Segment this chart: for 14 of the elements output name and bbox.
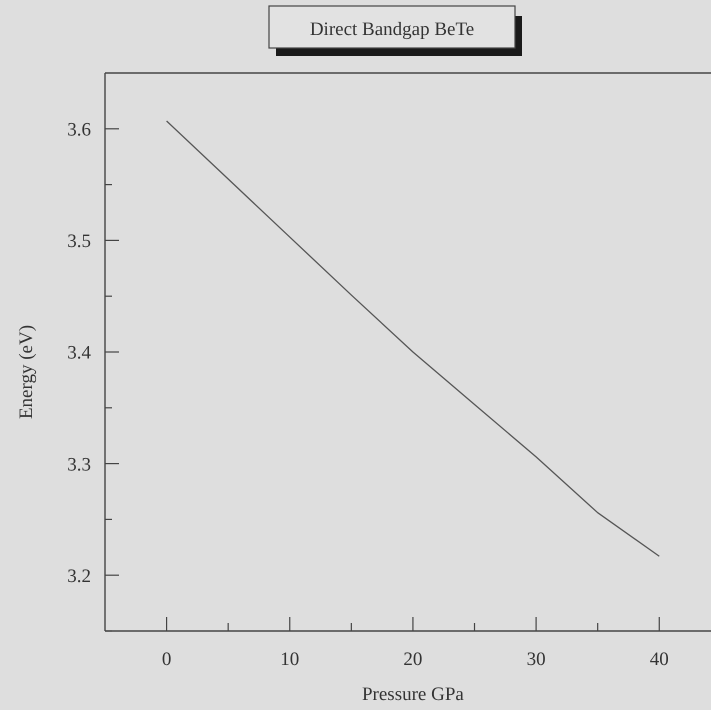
x-tick-label: 40 (650, 649, 669, 670)
y-tick-label: 3.6 (67, 119, 91, 140)
x-tick-label: 20 (403, 649, 422, 670)
line-series (166, 120, 660, 557)
x-tick-label: 10 (280, 649, 300, 670)
y-tick-label: 3.5 (67, 231, 91, 252)
y-tick-label: 3.2 (67, 566, 91, 587)
y-tick-label: 3.4 (67, 342, 92, 364)
y-tick-label: 3.3 (67, 454, 91, 476)
x-axis-title: Pressure GPa (362, 684, 464, 705)
y-axis-title: Energy (eV) (16, 324, 37, 420)
chart-title: Direct Bandgap BeTe (310, 19, 474, 40)
x-tick-label: 30 (526, 649, 546, 670)
x-tick-label: 0 (162, 649, 172, 670)
